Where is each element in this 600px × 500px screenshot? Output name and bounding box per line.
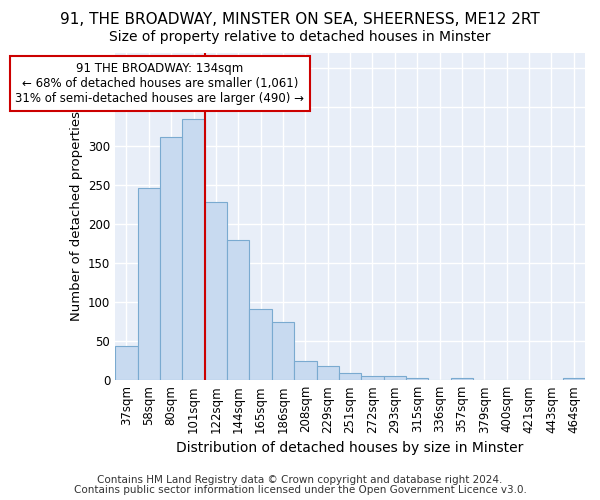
Bar <box>137 188 160 380</box>
Y-axis label: Number of detached properties: Number of detached properties <box>70 112 83 322</box>
Bar <box>205 202 227 380</box>
Bar <box>227 240 250 380</box>
Text: Contains public sector information licensed under the Open Government Licence v3: Contains public sector information licen… <box>74 485 526 495</box>
Text: 91 THE BROADWAY: 134sqm
← 68% of detached houses are smaller (1,061)
31% of semi: 91 THE BROADWAY: 134sqm ← 68% of detache… <box>16 62 304 105</box>
Bar <box>317 366 339 380</box>
Text: Size of property relative to detached houses in Minster: Size of property relative to detached ho… <box>109 30 491 44</box>
X-axis label: Distribution of detached houses by size in Minster: Distribution of detached houses by size … <box>176 441 524 455</box>
Bar <box>115 346 137 380</box>
Bar <box>182 119 205 380</box>
Bar <box>250 309 272 380</box>
Bar <box>294 360 317 380</box>
Text: 91, THE BROADWAY, MINSTER ON SEA, SHEERNESS, ME12 2RT: 91, THE BROADWAY, MINSTER ON SEA, SHEERN… <box>60 12 540 28</box>
Bar <box>361 376 383 380</box>
Bar <box>272 322 294 380</box>
Bar <box>160 137 182 380</box>
Bar <box>451 378 473 380</box>
Text: Contains HM Land Registry data © Crown copyright and database right 2024.: Contains HM Land Registry data © Crown c… <box>97 475 503 485</box>
Bar <box>383 376 406 380</box>
Bar <box>406 378 428 380</box>
Bar <box>563 378 585 380</box>
Bar <box>339 373 361 380</box>
